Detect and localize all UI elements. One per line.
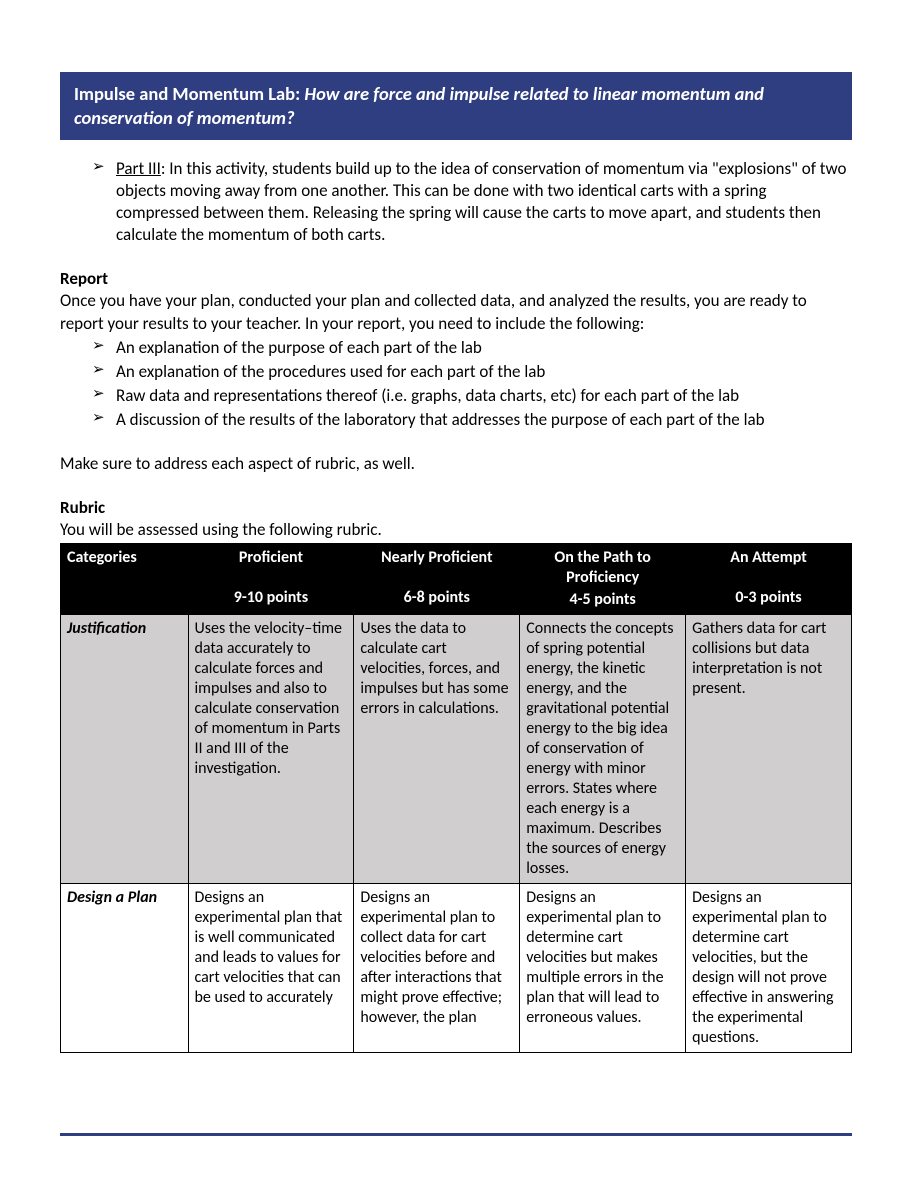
rubric-note: Make sure to address each aspect of rubr… bbox=[60, 453, 852, 475]
table-row: Design a Plan Designs an experimental pl… bbox=[61, 884, 852, 1053]
col-header-categories: Categories bbox=[61, 544, 189, 615]
table-row: Justification Uses the velocity–time dat… bbox=[61, 615, 852, 884]
part-text: : In this activity, students build up to… bbox=[116, 158, 846, 245]
col-header-proficient: Proficient 9-10 points bbox=[188, 544, 354, 615]
part-label: Part III bbox=[116, 158, 161, 179]
cell-proficient: Designs an experimental plan that is wel… bbox=[188, 884, 354, 1053]
report-item: Raw data and representations thereof (i.… bbox=[116, 385, 852, 407]
table-header-row: Categories Proficient 9-10 points Nearly… bbox=[61, 544, 852, 615]
rubric-intro: You will be assessed using the following… bbox=[60, 519, 852, 541]
rubric-table: Categories Proficient 9-10 points Nearly… bbox=[60, 543, 852, 1053]
cell-attempt: Gathers data for cart collisions but dat… bbox=[686, 615, 852, 884]
category-cell: Justification bbox=[61, 615, 189, 884]
page: Impulse and Momentum Lab: How are force … bbox=[0, 0, 912, 1188]
cell-nearly: Designs an experimental plan to collect … bbox=[354, 884, 520, 1053]
cell-attempt: Designs an experimental plan to determin… bbox=[686, 884, 852, 1053]
col-header-attempt: An Attempt 0-3 points bbox=[686, 544, 852, 615]
part-item: Part III: In this activity, students bui… bbox=[116, 158, 852, 246]
col-header-path: On the Path to Proficiency 4-5 points bbox=[520, 544, 686, 615]
footer-rule bbox=[60, 1133, 852, 1136]
header-title-bold: Impulse and Momentum Lab: bbox=[74, 82, 304, 105]
cell-nearly: Uses the data to calculate cart velociti… bbox=[354, 615, 520, 884]
cell-proficient: Uses the velocity–time data accurately t… bbox=[188, 615, 354, 884]
report-heading: Report bbox=[60, 268, 852, 289]
report-item: A discussion of the results of the labor… bbox=[116, 409, 852, 431]
report-item: An explanation of the purpose of each pa… bbox=[116, 337, 852, 359]
cell-path: Designs an experimental plan to determin… bbox=[520, 884, 686, 1053]
col-header-nearly: Nearly Proficient 6-8 points bbox=[354, 544, 520, 615]
rubric-heading: Rubric bbox=[60, 497, 852, 518]
report-list: An explanation of the purpose of each pa… bbox=[60, 337, 852, 431]
report-intro: Once you have your plan, conducted your … bbox=[60, 290, 852, 334]
document-header: Impulse and Momentum Lab: How are force … bbox=[60, 72, 852, 140]
report-item: An explanation of the procedures used fo… bbox=[116, 361, 852, 383]
cell-path: Connects the concepts of spring potentia… bbox=[520, 615, 686, 884]
part-list: Part III: In this activity, students bui… bbox=[60, 158, 852, 246]
category-cell: Design a Plan bbox=[61, 884, 189, 1053]
